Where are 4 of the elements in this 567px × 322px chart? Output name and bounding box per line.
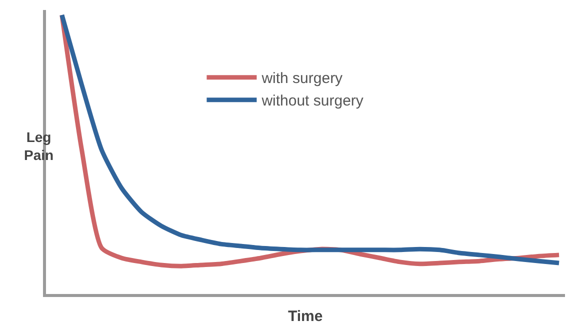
legend-label: without surgery (260, 92, 364, 110)
y-axis-title: Leg Pain (24, 129, 54, 164)
x-axis-title: Time (288, 308, 323, 322)
legend-label: with surgery (260, 70, 344, 88)
